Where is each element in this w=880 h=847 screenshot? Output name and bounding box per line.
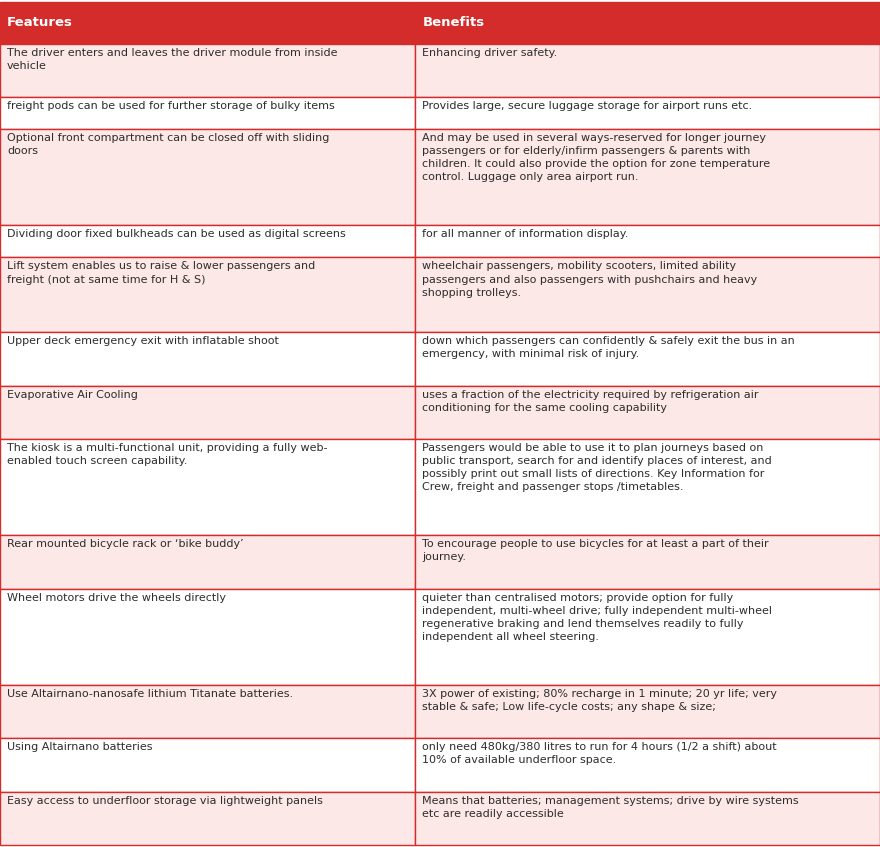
Bar xyxy=(415,257,880,332)
Text: Means that batteries; management systems; drive by wire systems
etc are readily : Means that batteries; management systems… xyxy=(422,795,799,818)
Bar xyxy=(415,684,880,738)
Text: uses a fraction of the electricity required by refrigeration air
conditioning fo: uses a fraction of the electricity requi… xyxy=(422,390,759,412)
Bar xyxy=(0,43,415,97)
Bar xyxy=(415,225,880,257)
Bar xyxy=(0,385,415,440)
Bar xyxy=(0,2,415,43)
Text: Using Altairnano batteries: Using Altairnano batteries xyxy=(7,742,152,752)
Text: Wheel motors drive the wheels directly: Wheel motors drive the wheels directly xyxy=(7,593,226,602)
Bar xyxy=(0,130,415,225)
Text: only need 480kg/380 litres to run for 4 hours (1/2 a shift) about
10% of availab: only need 480kg/380 litres to run for 4 … xyxy=(422,742,777,765)
Text: for all manner of information display.: for all manner of information display. xyxy=(422,230,628,239)
Text: Upper deck emergency exit with inflatable shoot: Upper deck emergency exit with inflatabl… xyxy=(7,336,279,346)
Text: down which passengers can confidently & safely exit the bus in an
emergency, wit: down which passengers can confidently & … xyxy=(422,336,796,359)
Text: Rear mounted bicycle rack or ‘bike buddy’: Rear mounted bicycle rack or ‘bike buddy… xyxy=(7,539,244,549)
Text: Features: Features xyxy=(7,16,73,30)
Bar xyxy=(415,385,880,440)
Text: Dividing door fixed bulkheads can be used as digital screens: Dividing door fixed bulkheads can be use… xyxy=(7,230,346,239)
Text: To encourage people to use bicycles for at least a part of their
journey.: To encourage people to use bicycles for … xyxy=(422,539,769,562)
Bar xyxy=(415,440,880,535)
Text: Evaporative Air Cooling: Evaporative Air Cooling xyxy=(7,390,138,400)
Bar xyxy=(0,738,415,791)
Text: Provides large, secure luggage storage for airport runs etc.: Provides large, secure luggage storage f… xyxy=(422,101,752,111)
Text: Lift system enables us to raise & lower passengers and
freight (not at same time: Lift system enables us to raise & lower … xyxy=(7,262,315,285)
Bar xyxy=(415,791,880,845)
Text: Enhancing driver safety.: Enhancing driver safety. xyxy=(422,47,558,58)
Bar xyxy=(415,130,880,225)
Bar xyxy=(0,589,415,684)
Bar xyxy=(415,738,880,791)
Bar xyxy=(415,589,880,684)
Bar xyxy=(0,684,415,738)
Text: Use Altairnano-nanosafe lithium Titanate batteries.: Use Altairnano-nanosafe lithium Titanate… xyxy=(7,689,293,699)
Text: Benefits: Benefits xyxy=(422,16,485,30)
Bar xyxy=(0,535,415,589)
Bar xyxy=(0,332,415,385)
Bar xyxy=(415,97,880,130)
Text: The kiosk is a multi-functional unit, providing a fully web-
enabled touch scree: The kiosk is a multi-functional unit, pr… xyxy=(7,443,327,466)
Bar xyxy=(415,2,880,43)
Text: 3X power of existing; 80% recharge in 1 minute; 20 yr life; very
stable & safe; : 3X power of existing; 80% recharge in 1 … xyxy=(422,689,777,711)
Text: Easy access to underfloor storage via lightweight panels: Easy access to underfloor storage via li… xyxy=(7,795,323,805)
Bar xyxy=(0,97,415,130)
Bar xyxy=(0,791,415,845)
Text: quieter than centralised motors; provide option for fully
independent, multi-whe: quieter than centralised motors; provide… xyxy=(422,593,773,642)
Bar xyxy=(415,43,880,97)
Text: Passengers would be able to use it to plan journeys based on
public transport, s: Passengers would be able to use it to pl… xyxy=(422,443,772,492)
Text: The driver enters and leaves the driver module from inside
vehicle: The driver enters and leaves the driver … xyxy=(7,47,338,70)
Text: freight pods can be used for further storage of bulky items: freight pods can be used for further sto… xyxy=(7,101,334,111)
Text: wheelchair passengers, mobility scooters, limited ability
passengers and also pa: wheelchair passengers, mobility scooters… xyxy=(422,262,758,297)
Text: Optional front compartment can be closed off with sliding
doors: Optional front compartment can be closed… xyxy=(7,133,329,157)
Bar xyxy=(0,257,415,332)
Text: And may be used in several ways-reserved for longer journey
passengers or for el: And may be used in several ways-reserved… xyxy=(422,133,771,182)
Bar xyxy=(0,440,415,535)
Bar xyxy=(415,535,880,589)
Bar xyxy=(0,225,415,257)
Bar xyxy=(415,332,880,385)
